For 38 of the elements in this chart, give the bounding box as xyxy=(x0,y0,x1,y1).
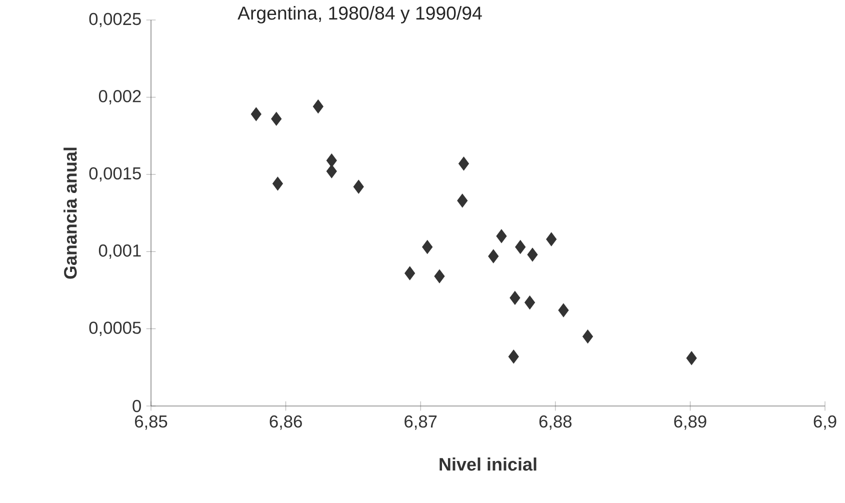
y-axis-title: Ganancia anual xyxy=(64,148,77,279)
point xyxy=(527,248,538,262)
x-tick-label: 6,85 xyxy=(135,415,168,430)
y-tick-label: 0,001 xyxy=(98,244,141,259)
y-tick-label: 0,002 xyxy=(98,90,141,104)
x-tick-label: 6,87 xyxy=(404,415,437,430)
point xyxy=(312,100,324,114)
point xyxy=(524,296,536,310)
point xyxy=(686,351,697,366)
point xyxy=(508,350,519,364)
x-tick-label: 6,86 xyxy=(270,415,302,430)
point xyxy=(457,194,468,208)
y-tick-label: 0,0025 xyxy=(89,12,141,28)
point xyxy=(582,330,594,344)
point xyxy=(422,240,433,254)
chart-title: Argentina, 1980/84 y 1990/94 xyxy=(238,6,482,24)
point xyxy=(250,107,262,122)
point xyxy=(546,232,557,246)
point xyxy=(404,266,416,280)
y-tick-label: 0,0015 xyxy=(89,167,141,182)
point xyxy=(434,269,445,284)
point xyxy=(326,164,337,178)
point xyxy=(510,290,520,305)
point xyxy=(271,112,282,126)
x-tick-label: 6,89 xyxy=(674,415,706,430)
y-tick-label: 0,0005 xyxy=(89,322,141,336)
y-tick-label: 0 xyxy=(132,400,141,412)
x-tick-label: 6,9 xyxy=(814,415,836,430)
point xyxy=(458,156,470,171)
x-tick-label: 6,88 xyxy=(539,415,572,430)
point xyxy=(558,303,569,318)
point xyxy=(496,229,507,244)
point xyxy=(515,240,526,254)
point xyxy=(353,180,364,194)
x-axis-title: Nivel inicial xyxy=(440,458,536,471)
point xyxy=(488,249,499,264)
point xyxy=(272,176,283,191)
point xyxy=(326,154,337,168)
